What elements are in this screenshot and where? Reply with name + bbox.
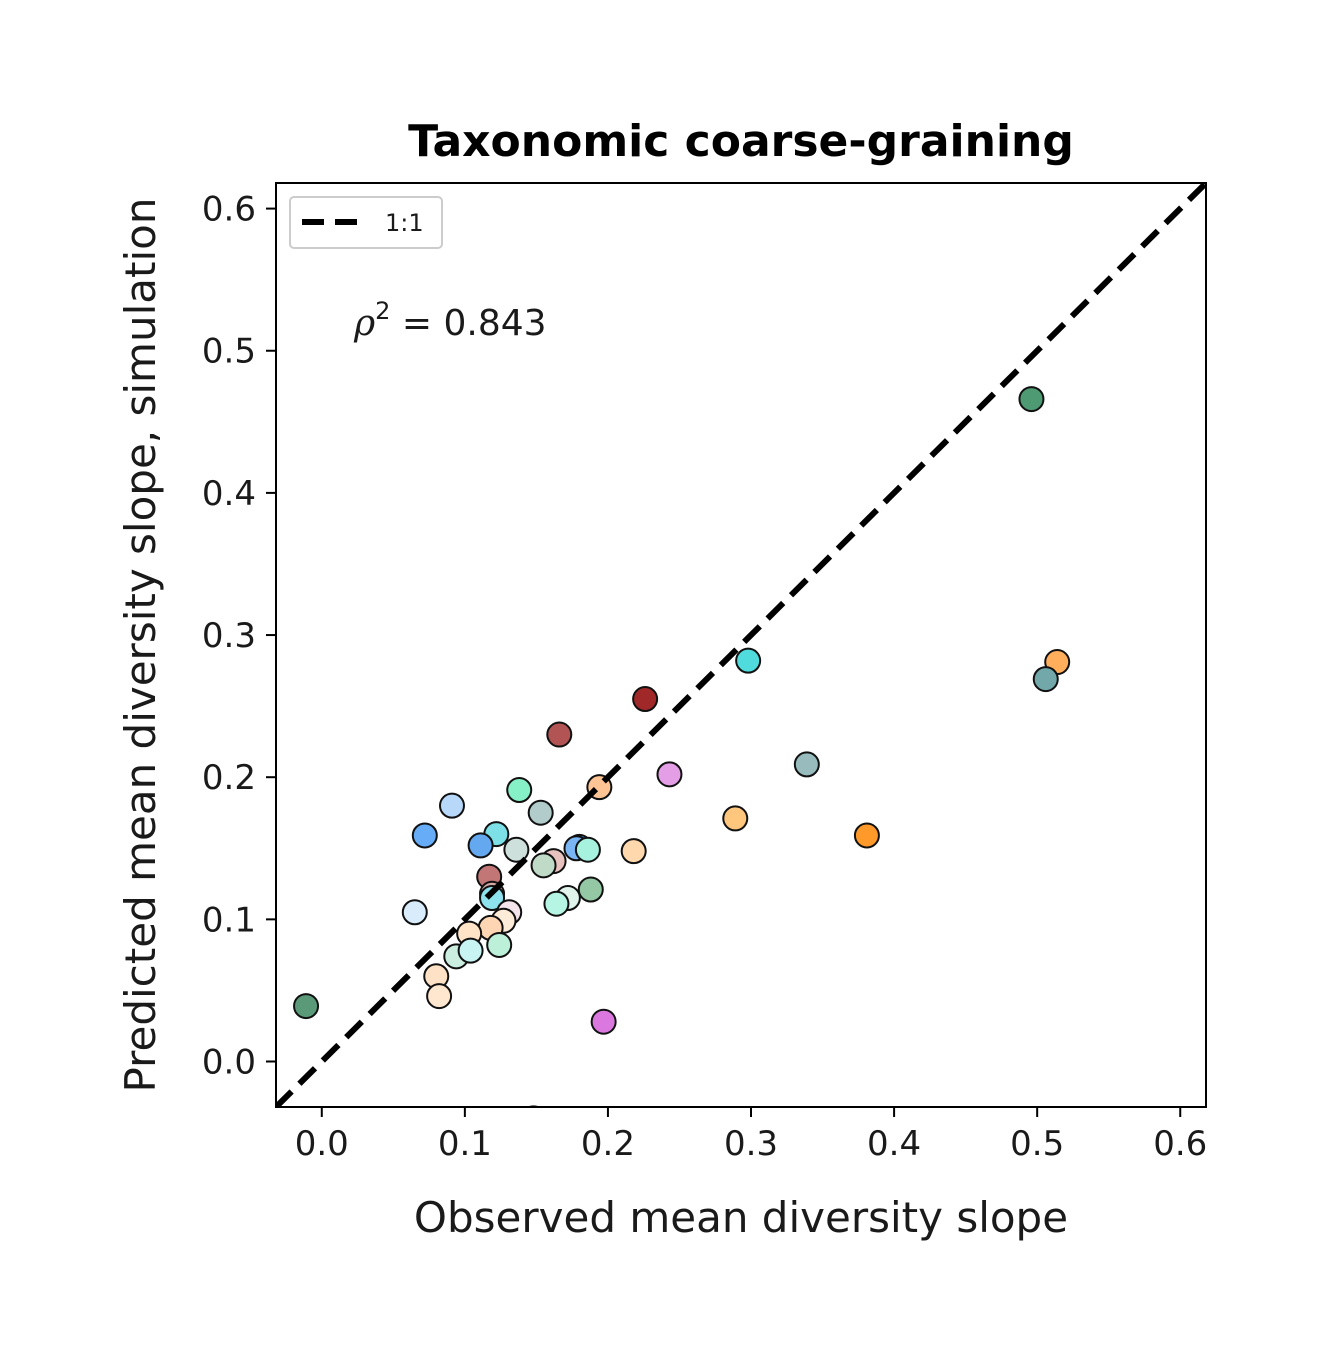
data-point <box>467 832 494 859</box>
x-tick-label: 0.1 <box>438 1124 492 1164</box>
data-point <box>401 899 428 926</box>
y-tick-label: 0.3 <box>202 616 256 656</box>
data-point <box>590 1008 617 1035</box>
x-tick-label: 0.6 <box>1153 1124 1207 1164</box>
data-point <box>506 776 533 803</box>
data-point <box>853 822 880 849</box>
data-point <box>293 993 320 1020</box>
data-point <box>735 647 762 674</box>
x-tick-label: 0.4 <box>867 1124 921 1164</box>
data-point <box>1018 386 1045 413</box>
legend-box <box>289 196 443 249</box>
chart-title: Taxonomic coarse-graining <box>408 116 1074 167</box>
data-point <box>457 937 484 964</box>
data-point <box>527 799 554 826</box>
y-tick-label: 0.6 <box>202 190 256 230</box>
data-point <box>577 876 604 903</box>
x-tick-label: 0.3 <box>724 1124 778 1164</box>
y-tick-label: 0.2 <box>202 758 256 798</box>
data-point <box>793 751 820 778</box>
data-point <box>543 890 570 917</box>
data-point <box>620 838 647 865</box>
x-tick-label: 0.5 <box>1010 1124 1064 1164</box>
y-axis-label: Predicted mean diversity slope, simulati… <box>116 198 165 1093</box>
legend-label: 1:1 <box>385 209 424 237</box>
data-point <box>486 931 513 958</box>
y-tick-label: 0.1 <box>202 900 256 940</box>
x-tick-label: 0.2 <box>581 1124 635 1164</box>
data-point <box>503 836 530 863</box>
y-tick-label: 0.0 <box>202 1043 256 1083</box>
x-tick-label: 0.0 <box>295 1124 349 1164</box>
x-axis-label: Observed mean diversity slope <box>414 1193 1068 1242</box>
y-tick-label: 0.5 <box>202 332 256 372</box>
y-axis-ticks: 0.0 0.1 0.2 0.3 0.4 0.5 0.6 <box>202 190 276 1083</box>
data-point <box>527 1105 540 1107</box>
data-points <box>293 386 1071 1107</box>
data-point <box>1032 666 1059 693</box>
data-point <box>479 885 506 912</box>
data-point <box>656 761 683 788</box>
rho-symbol: ρ <box>353 303 375 344</box>
data-point <box>632 686 659 713</box>
correlation-annotation: ρ2 = 0.843 <box>353 297 547 344</box>
rho-superscript: 2 <box>375 297 390 325</box>
data-point <box>411 822 438 849</box>
y-tick-label: 0.4 <box>202 474 256 514</box>
one-to-one-line <box>276 183 1206 1107</box>
data-point <box>426 983 453 1010</box>
data-point <box>438 792 465 819</box>
data-point <box>530 852 557 879</box>
data-point <box>722 805 749 832</box>
plot-frame <box>275 182 1207 1108</box>
legend: 1:1 <box>289 196 443 249</box>
data-point <box>546 721 573 748</box>
rho-value: = 0.843 <box>390 303 546 344</box>
x-axis-ticks: 0.0 0.1 0.2 0.3 0.4 0.5 0.6 <box>295 1107 1207 1164</box>
data-point <box>574 836 601 863</box>
